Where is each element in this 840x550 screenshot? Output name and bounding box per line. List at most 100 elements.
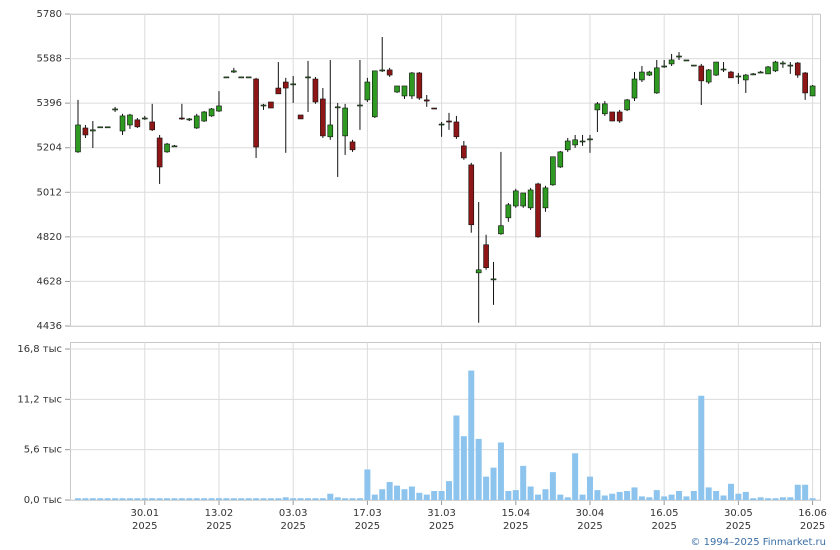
candle-body: [119, 115, 126, 132]
volume-bar: [156, 498, 163, 500]
volume-bar: [290, 498, 297, 500]
volume-bar: [238, 498, 245, 500]
candle-body: [223, 76, 230, 79]
candle-body: [750, 73, 757, 76]
volume-bar: [698, 395, 705, 500]
candle-body: [765, 66, 771, 75]
volume-bar: [260, 498, 267, 500]
candle-body: [112, 108, 118, 111]
candle-body: [431, 107, 437, 110]
candle-body: [780, 62, 786, 65]
volume-bar: [245, 498, 252, 500]
candle-body: [245, 76, 252, 79]
volume-bar: [319, 498, 326, 500]
candle-body: [320, 98, 326, 137]
volume-bar: [89, 498, 96, 500]
volume-bar: [305, 498, 312, 500]
candle-body: [364, 81, 371, 101]
volume-bar: [535, 494, 542, 500]
volume-bar: [705, 487, 712, 500]
candle-body: [527, 189, 534, 209]
volume-bar: [468, 370, 475, 500]
x-tick-year: 2025: [355, 521, 380, 532]
candle-body: [691, 64, 697, 67]
volume-bar: [394, 485, 401, 500]
volume-bar: [275, 498, 282, 500]
volume-bar: [638, 496, 645, 500]
candle-body: [156, 137, 163, 168]
volume-frame: [70, 342, 821, 501]
candle-body: [290, 83, 296, 86]
x-tick-year: 2025: [132, 521, 157, 532]
volume-bar: [549, 472, 556, 500]
y-tick-label: 5588: [37, 54, 62, 65]
x-tick-year: 2025: [726, 521, 751, 532]
volume-bar: [520, 465, 527, 500]
candle-body: [742, 74, 749, 81]
candle-body: [535, 183, 541, 238]
volume-bar: [735, 493, 742, 500]
candle-body: [453, 121, 460, 138]
candle-body: [490, 278, 497, 281]
candle-body: [297, 114, 304, 120]
volume-bar: [512, 490, 519, 500]
copyright: © 1994–2025 Finmarket.ru: [690, 537, 826, 548]
candle-body: [357, 104, 363, 107]
candle-body: [446, 120, 452, 123]
candle-body: [505, 204, 512, 219]
volume-bar: [112, 498, 119, 500]
volume-bar: [141, 498, 148, 500]
volume-bar: [171, 498, 178, 500]
candle-body: [809, 85, 816, 97]
candle-body: [616, 111, 623, 122]
volume-bar: [653, 490, 660, 500]
volume-bar: [134, 498, 141, 500]
volume-bar: [809, 498, 816, 500]
candle-body: [624, 99, 630, 111]
candle-body: [698, 65, 705, 82]
x-tick-label: 16.06: [798, 508, 827, 519]
volume-bar: [720, 495, 727, 500]
volume-bar: [149, 498, 156, 500]
candle-body: [683, 59, 690, 62]
volume-bar: [616, 491, 623, 500]
candle-body: [728, 71, 734, 79]
candle-body: [757, 71, 764, 74]
x-tick-year: 2025: [429, 521, 454, 532]
candle-body: [468, 164, 475, 226]
candle-body: [268, 101, 274, 109]
candle-body: [394, 85, 400, 93]
volume-bar: [794, 484, 801, 500]
volume-bar: [505, 491, 512, 500]
candle-body: [82, 127, 89, 136]
volume-bar: [586, 476, 593, 500]
candle-body: [720, 68, 727, 71]
y-tick-label: 4820: [37, 232, 62, 243]
volume-bar: [772, 498, 779, 500]
volume-bar: [253, 498, 260, 500]
y-tick-label: 4436: [37, 321, 62, 332]
volume-bar: [431, 491, 438, 500]
candle-body: [186, 118, 193, 121]
volume-bar: [208, 498, 215, 500]
candle-body: [141, 117, 148, 120]
candle-body: [705, 69, 712, 83]
candle-body: [557, 151, 564, 168]
volume-bar: [453, 415, 460, 500]
volume-bar: [82, 498, 89, 500]
candle-body: [127, 114, 133, 126]
candle-body: [639, 71, 645, 81]
volume-bar: [416, 492, 423, 500]
volume-bar: [601, 495, 608, 500]
candle-body: [794, 62, 801, 76]
candle-body: [668, 59, 675, 65]
volume-bar: [572, 453, 579, 500]
candle-body: [772, 61, 779, 72]
x-tick-label: 03.03: [279, 508, 308, 519]
candle-body: [512, 190, 519, 207]
volume-bar: [97, 498, 104, 500]
volume-bar: [364, 469, 371, 500]
y-tick-label: 0,0 тыс: [24, 495, 62, 506]
volume-bar: [401, 489, 408, 500]
candle-body: [171, 145, 178, 148]
